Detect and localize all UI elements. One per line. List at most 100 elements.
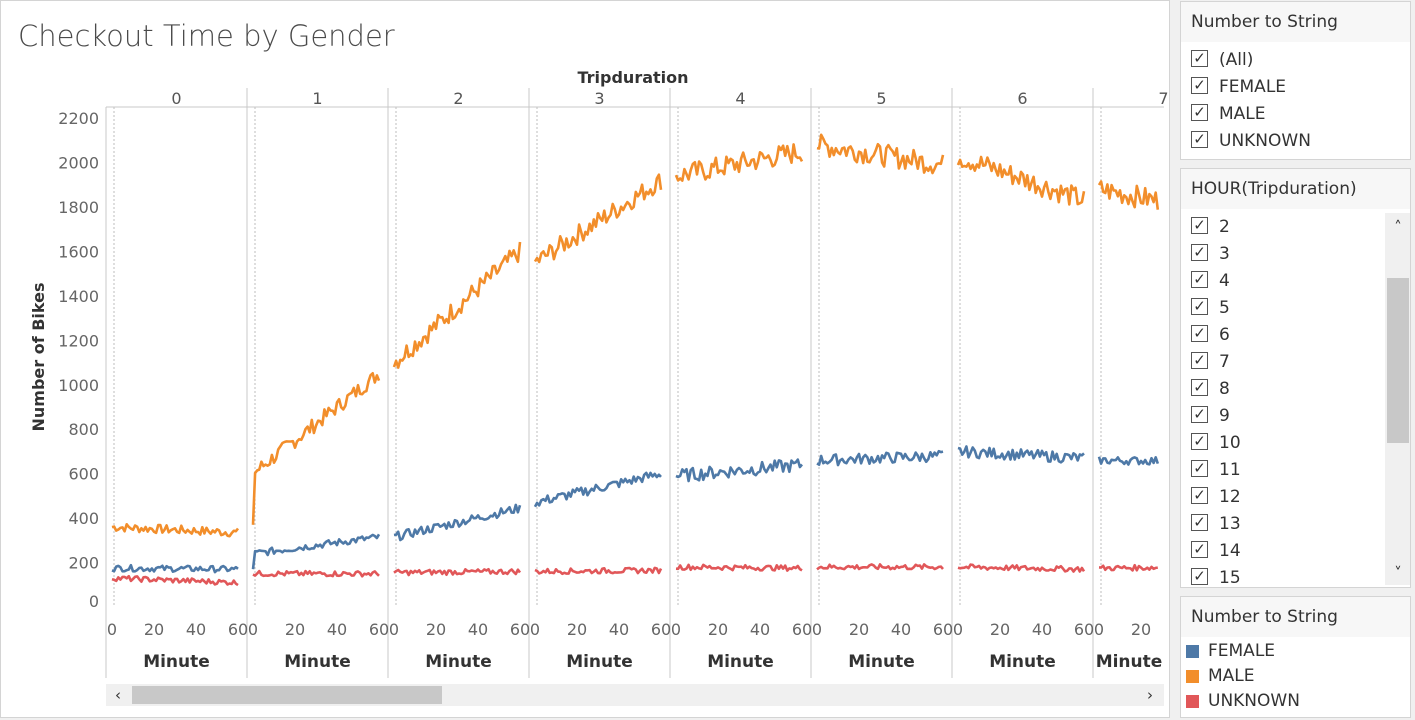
panel-header-label: 3 [594,89,604,108]
horizontal-scroll-thumb[interactable] [132,686,442,704]
vertical-scroll-thumb[interactable] [1387,278,1409,443]
x-tick-label: 40 [750,620,770,639]
x-tick-label: 20 [990,620,1010,639]
checkbox-checked-icon[interactable]: ✓ [1191,325,1208,342]
filter-item[interactable]: ✓ 7 [1181,349,1410,376]
series-line-male [111,523,240,538]
checkbox-checked-icon[interactable]: ✓ [1191,379,1208,396]
filter-item[interactable]: ✓ 2 [1181,214,1410,241]
filter-item[interactable]: ✓ MALE [1181,101,1410,128]
panel-header-label: 4 [735,89,745,108]
checkbox-checked-icon[interactable]: ✓ [1191,514,1208,531]
series-line-female [675,458,803,483]
filter-title: HOUR(Tripduration) [1181,169,1410,209]
x-tick-label: 60 [933,620,953,639]
filter-item[interactable]: ✓ 3 [1181,241,1410,268]
checkbox-checked-icon[interactable]: ✓ [1191,77,1208,94]
y-tick-label: 1600 [58,242,99,261]
x-tick-label: 0 [530,620,540,639]
filter-item-label: 12 [1219,487,1241,507]
checkbox-checked-icon[interactable]: ✓ [1191,298,1208,315]
checkbox-checked-icon[interactable]: ✓ [1191,487,1208,504]
x-tick-label: 20 [567,620,587,639]
filter-item-label: MALE [1219,104,1266,124]
checkbox-checked-icon[interactable]: ✓ [1191,271,1208,288]
series-line-female [111,563,239,574]
legend-label: UNKNOWN [1208,691,1300,711]
filter-item[interactable]: ✓ 12 [1181,484,1410,511]
legend-item[interactable]: UNKNOWN [1181,689,1410,714]
y-tick-label: 0 [89,592,99,611]
color-legend: Number to String FEMALE MALE UNKNOWN [1180,596,1411,718]
filter-item[interactable]: ✓ (All) [1181,47,1410,74]
filter-item[interactable]: ✓ 8 [1181,376,1410,403]
scroll-up-icon[interactable]: ˄ [1394,218,1402,236]
legend-item[interactable]: FEMALE [1181,639,1410,664]
x-axis-title: Minute [143,652,210,672]
series-line-female [393,503,522,542]
checkbox-checked-icon[interactable]: ✓ [1191,217,1208,234]
filter-item[interactable]: ✓ 13 [1181,511,1410,538]
y-tick-label: 1200 [58,331,99,350]
checkbox-checked-icon[interactable]: ✓ [1191,50,1208,67]
x-axis-title: Minute [989,652,1056,672]
x-tick-label: 60 [510,620,530,639]
filter-item[interactable]: ✓ FEMALE [1181,74,1410,101]
series-line-male [392,241,522,369]
x-tick-label: 20 [285,620,305,639]
filter-item-label: 10 [1219,433,1241,453]
x-tick-label: 0 [671,620,681,639]
checkbox-checked-icon[interactable]: ✓ [1191,244,1208,261]
checkbox-checked-icon[interactable]: ✓ [1191,541,1208,558]
x-tick-label: 20 [849,620,869,639]
series-line-male [533,173,663,264]
filter-item[interactable]: ✓ 9 [1181,403,1410,430]
y-tick-label: 1000 [58,376,99,395]
scroll-down-icon[interactable]: ˅ [1394,564,1402,582]
horizontal-scrollbar[interactable]: ‹ › [106,684,1164,706]
scroll-left-icon[interactable]: ‹ [115,686,121,704]
series-line-unknown [957,563,1086,573]
filter-item[interactable]: ✓ 6 [1181,322,1410,349]
checkbox-checked-icon[interactable]: ✓ [1191,433,1208,450]
checkbox-checked-icon[interactable]: ✓ [1191,406,1208,423]
filter-item[interactable]: ✓ 5 [1181,295,1410,322]
checkbox-checked-icon[interactable]: ✓ [1191,460,1208,477]
filter-item[interactable]: ✓ 11 [1181,457,1410,484]
panel-header-label: 0 [171,89,181,108]
x-tick-label: 40 [609,620,629,639]
series-line-female [1097,456,1160,466]
x-tick-label: 40 [891,620,911,639]
x-axis-title: Minute [1096,652,1163,672]
panel-header-label: 7 [1158,89,1168,108]
vertical-scrollbar[interactable]: ˄ ˅ [1385,213,1410,585]
filter-item[interactable]: ✓ UNKNOWN [1181,128,1410,155]
y-tick-label: 600 [68,465,99,484]
x-tick-label: 0 [389,620,399,639]
scroll-right-icon[interactable]: › [1147,686,1153,704]
x-tick-label: 40 [186,620,206,639]
filter-item-label: 4 [1219,271,1230,291]
filter-item-label: 13 [1219,514,1241,534]
checkbox-checked-icon[interactable]: ✓ [1191,568,1208,585]
filter-item[interactable]: ✓ 14 [1181,538,1410,565]
filter-item[interactable]: ✓ 4 [1181,268,1410,295]
series-line-unknown [252,569,380,578]
column-header-title: Tripduration [577,68,688,87]
x-axis-title: Minute [425,652,492,672]
checkbox-checked-icon[interactable]: ✓ [1191,104,1208,121]
series-line-male [251,372,381,525]
series-line-female [957,445,1085,464]
y-axis-title: Number of Bikes [29,282,48,431]
filter-item[interactable]: ✓ 15 [1181,565,1410,592]
x-tick-label: 40 [1032,620,1052,639]
legend-label: MALE [1208,666,1255,686]
legend-swatch [1186,695,1199,708]
x-tick-label: 0 [248,620,258,639]
legend-item[interactable]: MALE [1181,664,1410,689]
filter-item[interactable]: ✓ 10 [1181,430,1410,457]
checkbox-checked-icon[interactable]: ✓ [1191,131,1208,148]
series-line-male [956,155,1086,206]
y-tick-label: 400 [68,509,99,528]
checkbox-checked-icon[interactable]: ✓ [1191,352,1208,369]
